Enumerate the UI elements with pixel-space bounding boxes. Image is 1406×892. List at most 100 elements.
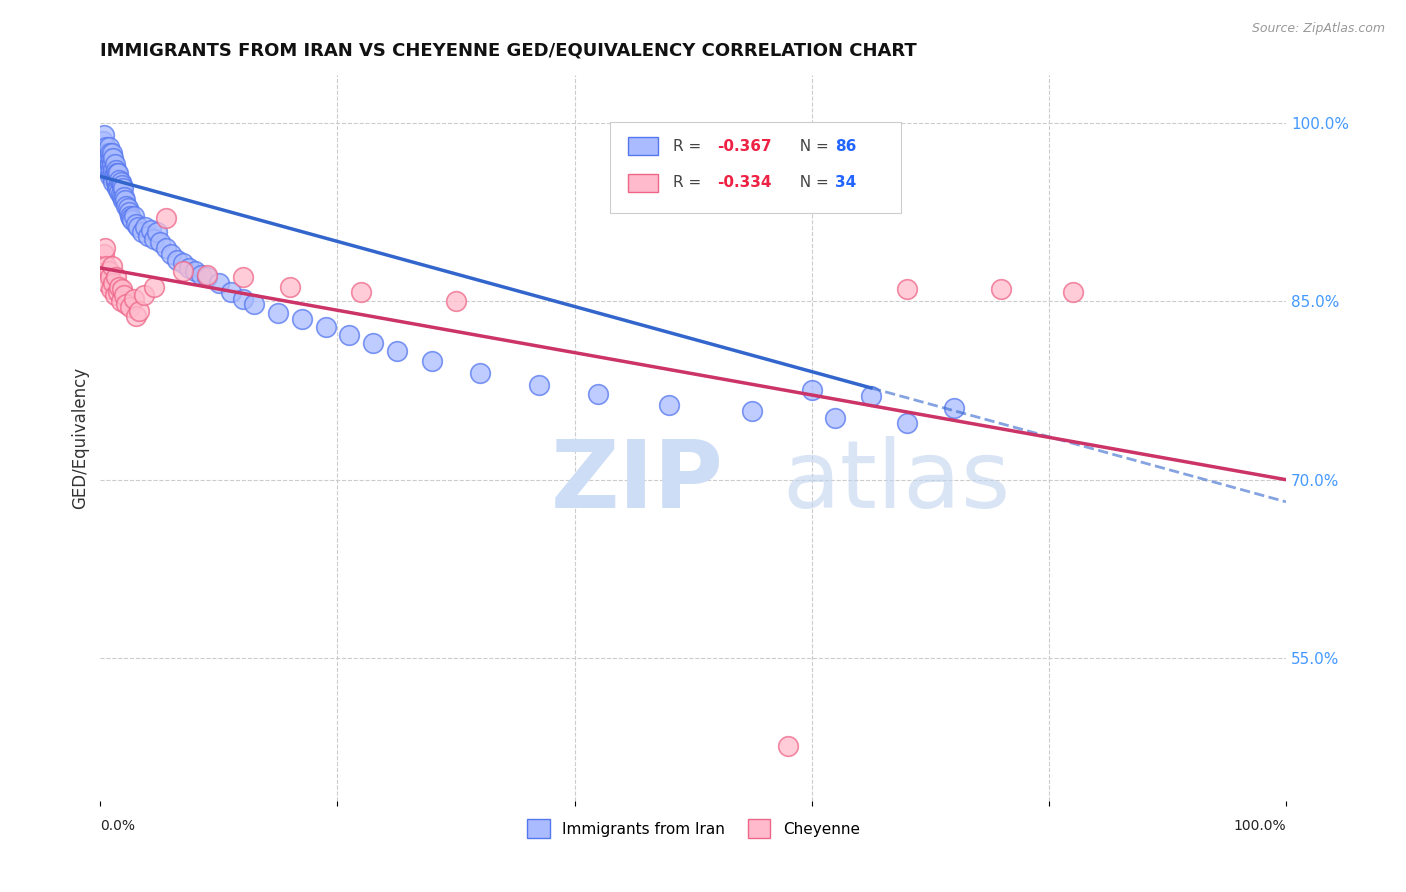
Point [111, 178, 134, 192]
Point [125, 217, 148, 231]
Point [155, 211, 177, 225]
Point [824, 410, 846, 425]
Point [179, 260, 201, 275]
Point [104, 270, 127, 285]
Point [97, 163, 120, 178]
Point [103, 288, 125, 302]
Point [420, 353, 443, 368]
Point [232, 270, 254, 285]
Point [105, 166, 128, 180]
Point [121, 213, 143, 227]
Point [115, 296, 138, 310]
Text: 86: 86 [835, 139, 856, 153]
Point [108, 280, 131, 294]
Point [120, 211, 142, 225]
Text: R =: R = [673, 139, 706, 153]
Point [122, 292, 145, 306]
Point [278, 280, 301, 294]
Point [96, 145, 118, 160]
Point [100, 152, 122, 166]
Point [385, 344, 408, 359]
Point [155, 241, 177, 255]
Point [361, 335, 384, 350]
Text: ZIP: ZIP [551, 435, 724, 527]
Point [232, 292, 254, 306]
Point [776, 739, 799, 753]
Point [1062, 285, 1084, 299]
Point [267, 306, 290, 320]
Point [94, 241, 117, 255]
Point [142, 232, 165, 246]
Point [108, 173, 131, 187]
Point [103, 277, 125, 291]
Point [98, 270, 121, 285]
Bar [628, 137, 658, 155]
Text: N =: N = [790, 175, 834, 190]
Point [110, 294, 132, 309]
Point [110, 187, 132, 202]
Point [146, 225, 169, 239]
Point [444, 294, 467, 309]
Point [111, 282, 134, 296]
Point [990, 282, 1012, 296]
Point [468, 366, 491, 380]
Point [118, 300, 141, 314]
Point [527, 377, 550, 392]
Text: atlas: atlas [782, 435, 1011, 527]
Point [127, 220, 149, 235]
Text: N =: N = [790, 139, 834, 153]
Point [108, 185, 131, 199]
Point [896, 282, 918, 296]
Point [800, 384, 823, 398]
Text: R =: R = [673, 175, 706, 190]
Point [160, 246, 183, 260]
Point [172, 256, 194, 270]
Point [859, 389, 882, 403]
Point [96, 157, 118, 171]
Point [112, 189, 135, 203]
Point [134, 288, 156, 302]
Point [103, 163, 125, 178]
Point [96, 139, 118, 153]
Point [315, 320, 337, 334]
Point [115, 199, 138, 213]
Point [118, 209, 141, 223]
Point [131, 225, 153, 239]
Point [134, 220, 156, 235]
Point [98, 169, 121, 184]
Point [141, 223, 163, 237]
Point [128, 303, 150, 318]
Point [94, 145, 117, 160]
Point [337, 327, 360, 342]
Point [101, 145, 124, 160]
Point [149, 235, 172, 249]
Point [111, 189, 134, 203]
Point [291, 312, 314, 326]
Point [107, 166, 129, 180]
Point [142, 280, 165, 294]
FancyBboxPatch shape [610, 122, 901, 213]
Text: 34: 34 [835, 175, 856, 190]
Point [103, 169, 125, 184]
Point [103, 157, 125, 171]
Point [100, 163, 122, 178]
Point [96, 259, 118, 273]
Point [104, 171, 127, 186]
Point [91, 134, 114, 148]
Point [97, 152, 120, 166]
Point [125, 309, 148, 323]
Point [107, 285, 129, 299]
Legend: Immigrants from Iran, Cheyenne: Immigrants from Iran, Cheyenne [520, 814, 866, 844]
Text: 100.0%: 100.0% [1233, 819, 1286, 833]
Point [111, 181, 134, 195]
Point [208, 277, 231, 291]
Point [122, 209, 145, 223]
Bar [628, 174, 658, 192]
Point [103, 166, 125, 180]
Point [101, 169, 124, 184]
Point [93, 128, 115, 142]
Point [350, 285, 373, 299]
Point [136, 228, 159, 243]
Point [96, 277, 118, 291]
Point [98, 157, 121, 171]
